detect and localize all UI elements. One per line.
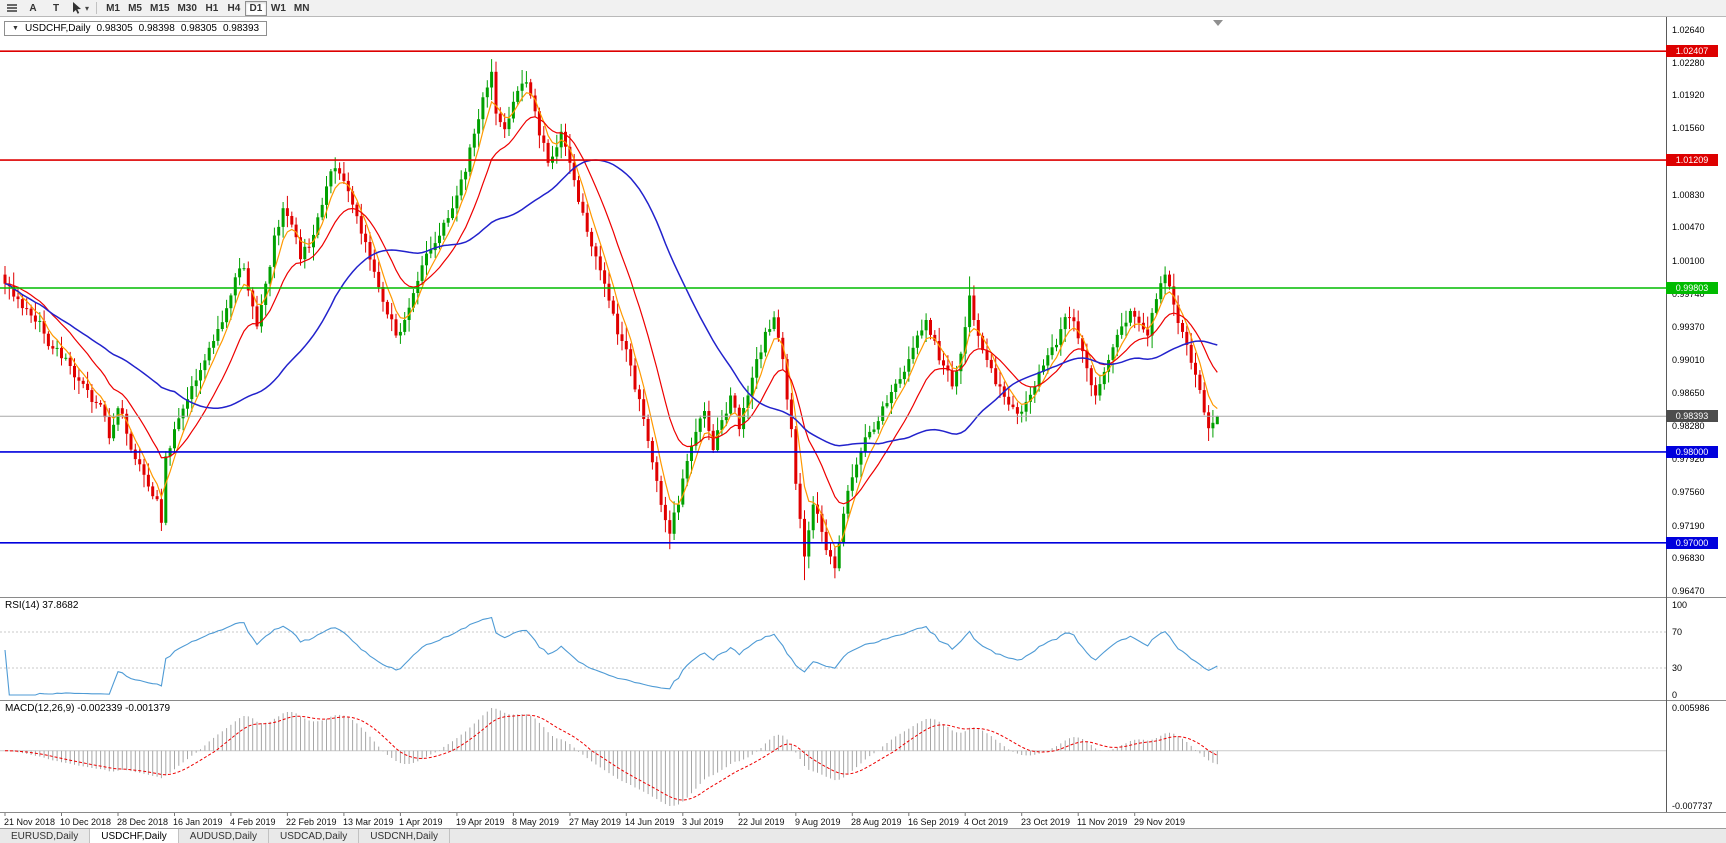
ohlc-high: 0.98398	[138, 23, 175, 34]
macd-histogram	[8, 708, 1218, 806]
timeframe-m5[interactable]: M5	[124, 1, 146, 16]
chart-tabs-bar: EURUSD,Daily USDCHF,Daily AUDUSD,Daily USDC…	[0, 828, 1726, 843]
tab-usdchf-daily[interactable]: USDCHF,Daily	[90, 829, 179, 843]
ma-slow-line	[4, 159, 1218, 447]
timeframe-h1[interactable]: H1	[201, 1, 223, 16]
cursor-arrow-icon	[72, 2, 81, 14]
ma-medium-line	[4, 116, 1218, 505]
toolbar-button-t[interactable]: T	[45, 1, 67, 16]
toolbar-separator	[96, 2, 98, 14]
timeframe-h4[interactable]: H4	[223, 1, 245, 16]
ohlc-open: 0.98305	[96, 23, 133, 34]
tab-audusd-daily[interactable]: AUDUSD,Daily	[179, 829, 270, 843]
chevron-down-icon[interactable]: ▾	[85, 3, 90, 13]
macd-signal-line	[4, 714, 1218, 801]
tab-usdcnh-daily[interactable]: USDCNH,Daily	[359, 829, 451, 843]
ohlc-close: 0.98393	[222, 23, 260, 34]
toolbar-button-a[interactable]: A	[22, 1, 44, 16]
timeframe-m1[interactable]: M1	[102, 1, 124, 16]
timeframe-d1[interactable]: D1	[244, 0, 267, 16]
chart-ohlc-title[interactable]: ▼ USDCHF,Daily 0.98305 0.98398 0.98305 0…	[4, 21, 268, 36]
rsi-line	[4, 616, 1218, 696]
candlestick-series	[3, 59, 1219, 581]
chart-list-icon[interactable]	[3, 1, 21, 16]
ma-fast-line	[4, 92, 1218, 548]
cursor-tool-icon[interactable]	[68, 1, 86, 16]
chart-shift-marker[interactable]	[1213, 20, 1223, 26]
tab-usdcad-daily[interactable]: USDCAD,Daily	[269, 829, 360, 843]
timeframe-m30[interactable]: M30	[173, 1, 200, 16]
timeframe-w1[interactable]: W1	[267, 1, 290, 16]
tab-eurusd-daily[interactable]: EURUSD,Daily	[0, 829, 91, 843]
timeframe-mn[interactable]: MN	[290, 1, 314, 16]
timeframe-m15[interactable]: M15	[146, 1, 173, 16]
timeframe-toolbar: M1 M5 M15 M30 H1 H4 D1 W1 MN	[102, 0, 314, 16]
toolbar: A T ▾ M1 M5 M15 M30 H1 H4 D1 W1 MN	[0, 0, 1726, 17]
one-click-trading-icon[interactable]: ▼	[12, 25, 19, 32]
ohlc-low: 0.98305	[180, 23, 217, 34]
chart-list-icon-glyph	[7, 3, 17, 13]
chart-symbol: USDCHF,Daily	[24, 23, 91, 34]
